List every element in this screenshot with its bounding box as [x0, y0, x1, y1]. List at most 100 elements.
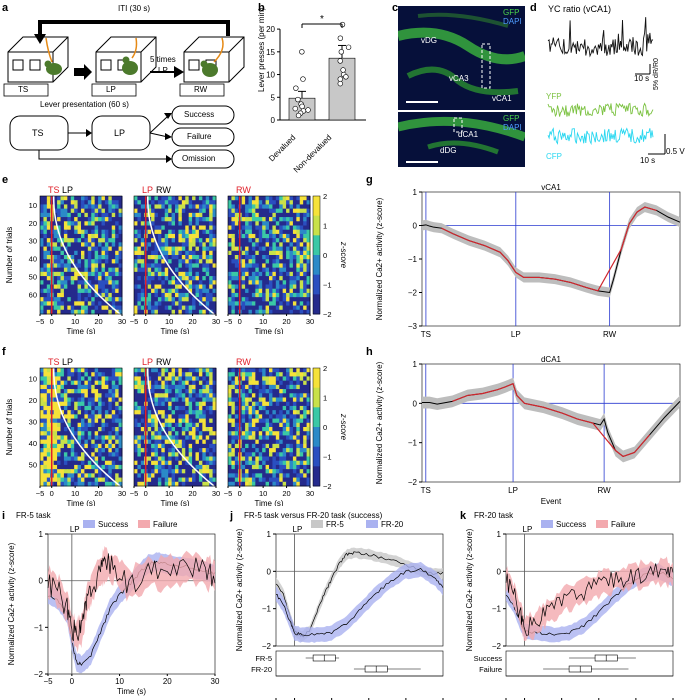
heatmap-cell: [241, 221, 246, 226]
heatmap-cell: [241, 481, 246, 487]
heatmap-xlabel: Time (s): [66, 499, 95, 506]
heatmap-cell: [228, 414, 232, 420]
heatmap-cell: [74, 464, 79, 470]
heatmap-cell: [228, 246, 232, 252]
heatmap-cell: [140, 477, 145, 483]
heatmap-cell: [84, 204, 89, 210]
heatmap-cell: [40, 405, 44, 411]
heatmap-cell: [91, 443, 96, 449]
heatmap-cell: [115, 443, 120, 449]
heatmap-cell: [164, 217, 169, 222]
heatmap-cell: [306, 284, 311, 290]
heatmap-cell: [87, 212, 92, 218]
heatmap-cell: [269, 212, 273, 218]
heatmap-cell: [195, 418, 200, 424]
heatmap-cell: [265, 225, 270, 231]
heatmap-cell: [289, 427, 294, 432]
heatmap-cell: [255, 276, 260, 281]
heatmap-cell: [178, 384, 183, 390]
heatmap-cell: [115, 439, 120, 445]
heatmap-cell: [147, 452, 152, 457]
heatmap-cell: [192, 233, 196, 239]
heatmap-cell: [43, 246, 48, 252]
heatmap-cell: [262, 422, 267, 428]
heatmap-cell: [171, 305, 176, 311]
heatmap-cell: [134, 238, 138, 243]
heatmap-cell: [118, 405, 123, 411]
heatmap-ytick: 50: [29, 272, 37, 281]
heatmap-cell: [171, 481, 176, 487]
heatmap-cell: [228, 376, 232, 382]
heatmap-cell: [279, 481, 284, 487]
heatmap-cell: [111, 384, 116, 390]
heatmap-cell: [104, 431, 109, 436]
heatmap-cell: [60, 284, 65, 290]
d-scale-v: 0.5 V: [666, 147, 685, 156]
heatmap-cell: [262, 427, 267, 432]
heatmap-cell: [137, 271, 142, 277]
heatmap-cell: [40, 464, 44, 470]
heatmap-cell: [40, 233, 44, 239]
heatmap-cell: [57, 422, 61, 428]
heatmap-cell: [251, 267, 256, 273]
heatmap-cell: [212, 477, 217, 483]
heatmap-cell: [46, 292, 51, 298]
heatmap-cell: [231, 200, 236, 205]
heatmap-cell: [137, 393, 142, 398]
heatmap-cell: [198, 238, 203, 243]
heatmap-cell: [272, 393, 277, 398]
heatmap-cell: [181, 280, 186, 285]
heatmap-cell: [67, 259, 72, 264]
heatmap-cell: [306, 464, 311, 470]
heatmap-cell: [275, 196, 280, 201]
heatmap-frame: [133, 195, 217, 315]
heatmap-cell: [70, 477, 75, 483]
heatmap-cell: [202, 284, 207, 290]
heatmap-cell: [262, 393, 267, 398]
heatmap-cell: [241, 305, 246, 311]
line-xtick-label: −5: [43, 677, 53, 686]
heatmap-cell: [289, 393, 294, 398]
heatmap-cell: [282, 405, 287, 411]
heatmap-cell: [296, 384, 301, 390]
heatmap-cell: [77, 246, 82, 252]
heatmap-cell: [164, 284, 169, 290]
heatmap-cell: [98, 221, 102, 226]
heatmap-cell: [303, 250, 308, 256]
heatmap-cell: [134, 301, 138, 307]
heatmap-cell: [84, 435, 89, 441]
heatmap-cell: [185, 439, 190, 445]
heatmap-cell: [275, 229, 280, 235]
heatmap-cell: [292, 233, 297, 239]
lever-presentation-label: Lever presentation (60 s): [40, 100, 129, 109]
heatmap-cell: [251, 389, 256, 394]
heatmap-cell: [108, 376, 113, 382]
heatmap-cell: [181, 473, 186, 479]
heatmap-cell: [115, 284, 120, 290]
heatmap-cell: [53, 397, 58, 403]
heatmap-cell: [251, 200, 256, 205]
heatmap-cell: [212, 212, 217, 218]
heatmap-cell: [306, 204, 311, 210]
heatmap-cell: [198, 452, 203, 457]
heatmap-cell: [209, 305, 214, 311]
heatmap-cell: [251, 305, 256, 311]
heatmap-cell: [279, 460, 284, 466]
heatmap-cell: [81, 238, 85, 243]
heatmap-cell: [43, 384, 48, 390]
heatmap-cell: [140, 427, 145, 432]
heatmap-cell: [192, 469, 196, 474]
heatmap-cell: [157, 229, 162, 235]
heatmap-cell: [118, 292, 123, 298]
heatmap-cell: [111, 217, 116, 222]
heatmap-cell: [87, 393, 92, 398]
heatmap-cell: [91, 397, 96, 403]
heatmap-cell: [195, 250, 200, 256]
heatmap-cell: [255, 414, 260, 420]
heatmap-cell: [296, 443, 301, 449]
heatmap-cell: [269, 217, 273, 222]
heatmap-cell: [195, 477, 200, 483]
heatmap-cell: [77, 284, 82, 290]
heatmap-cell: [98, 431, 102, 436]
heatmap-cell: [70, 456, 75, 462]
